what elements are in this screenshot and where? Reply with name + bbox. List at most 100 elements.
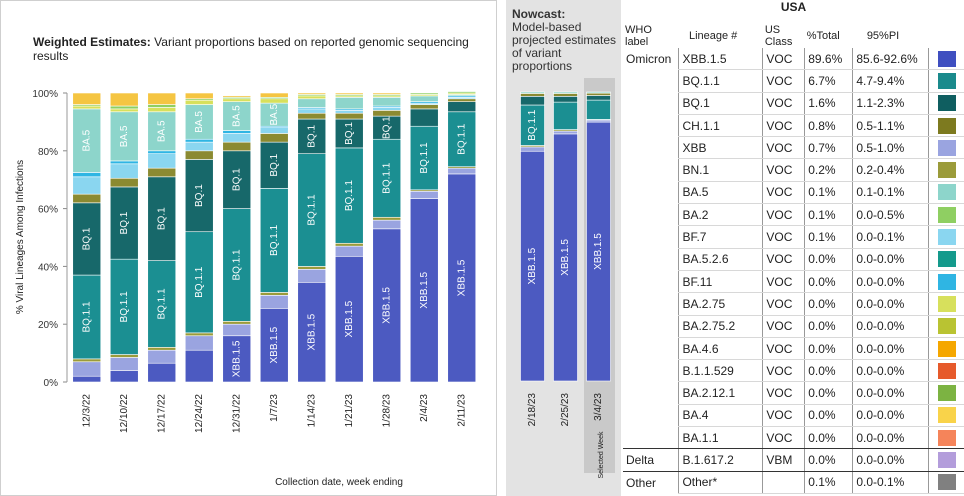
nowcast-bar-BQ.1-2: [586, 95, 611, 101]
color-swatch: [937, 229, 956, 246]
cell-swatch: [928, 359, 964, 383]
selected-week-label: Selected Week: [598, 431, 605, 478]
weighted-bar-label-BQ.1.1-1: BQ.1.1: [119, 291, 130, 323]
weighted-bar-CH.1.1-4: [222, 141, 252, 152]
weighted-bar-BQ.1-7: [334, 118, 364, 149]
cell-class: VOC: [762, 114, 805, 138]
color-swatch: [937, 318, 956, 335]
weighted-bar-CH.1.1-1: [109, 177, 139, 188]
weighted-bar-BQ.1.1-7: [334, 147, 364, 244]
weighted-x-tick-8: 1/28/23: [381, 394, 392, 428]
cell-class: VBM: [762, 448, 805, 472]
nowcast-bar-XBB.1.5-0: [520, 150, 545, 382]
weighted-bar-CH.1.1-0: [72, 193, 102, 204]
weighted-bar-label-BQ.1.1-4: BQ.1.1: [231, 249, 242, 281]
cell-class: VOC: [762, 359, 805, 383]
cell-swatch: [928, 158, 964, 182]
weighted-bar-Other-3: [184, 92, 214, 100]
cell-class: VOC: [762, 404, 805, 428]
cell-lineage: BA.2.75: [678, 292, 763, 316]
cell-class: VOC: [762, 69, 805, 93]
weighted-bar-XBB-0: [72, 361, 102, 377]
cell-who: [623, 114, 679, 136]
nowcast-title-rest: Model-based projected estimates of varia…: [512, 20, 617, 73]
cell-pi: 0.0-0.0%: [852, 448, 929, 472]
color-swatch: [937, 251, 956, 268]
cell-class: [762, 471, 805, 494]
weighted-bar-label-XBB.1.5-6: XBB.1.5: [306, 313, 317, 350]
cell-pi: 0.5-1.0%: [852, 136, 929, 160]
weighted-bar-BF.11-4: [222, 130, 252, 134]
nowcast-bar-BQ.1.1-1: [553, 101, 578, 130]
cell-total: 0.0%: [804, 404, 853, 428]
nowcast-bar-XBB-0: [520, 146, 545, 152]
cell-lineage: BA.5.2.6: [678, 248, 763, 271]
weighted-bar-BN.1-6: [297, 266, 327, 270]
cell-lineage: BA.4.6: [678, 337, 763, 361]
weighted-bar-BA.2-1: [109, 105, 139, 110]
nowcast-bar-CH.1.1-0: [520, 93, 545, 97]
nowcast-x-tick-2: 3/4/23: [593, 393, 604, 421]
weighted-bar-XBB.1.5-7: [334, 255, 364, 383]
weighted-bar-XBB.1.5-2: [147, 362, 177, 383]
cell-class: VOC: [762, 181, 805, 205]
color-swatch: [937, 362, 956, 379]
cell-lineage: XBB.1.5: [678, 48, 763, 71]
weighted-x-tick-4: 12/31/22: [231, 394, 242, 433]
weighted-bar-BQ.1-5: [259, 141, 289, 189]
cell-who: [623, 70, 679, 92]
weighted-bar-label-BA.5-1: BA.5: [119, 125, 130, 147]
weighted-bar-label-BQ.1.1-0: BQ.1.1: [81, 301, 92, 333]
cell-swatch: [928, 203, 964, 227]
cell-class: VOC: [762, 337, 805, 361]
weighted-bar-BA.2.75-1: [109, 108, 139, 113]
weighted-bar-label-BQ.1.1-7: BQ.1.1: [344, 180, 355, 212]
table-row: Delta B.1.617.2 VBM 0.0% 0.0-0.0%: [623, 448, 964, 472]
y-tick-label-4: 80%: [38, 147, 58, 158]
weighted-bar-XBB.1.5-1: [109, 370, 139, 383]
cell-total: 6.7%: [804, 69, 853, 93]
weighted-bar-label-XBB.1.5-8: XBB.1.5: [381, 287, 392, 324]
nowcast-bar-Other-1: [553, 91, 578, 94]
cell-who: [623, 226, 679, 248]
weighted-bar-label-BQ.1.1-6: BQ.1.1: [306, 194, 317, 226]
weighted-bar-label-BA.5-3: BA.5: [194, 111, 205, 133]
cell-class: VOC: [762, 225, 805, 249]
cell-who: Delta: [623, 448, 679, 472]
weighted-estimates-panel: Weighted Estimates: Variant proportions …: [0, 0, 497, 496]
weighted-bar-XBB-5: [259, 294, 289, 309]
cell-total: 0.8%: [804, 114, 853, 138]
cell-swatch: [928, 471, 964, 494]
cell-who: [623, 337, 679, 359]
weighted-bar-BF.7-5: [259, 127, 289, 134]
y-tick-label-3: 60%: [38, 205, 58, 216]
nowcast-panel: Nowcast: Model-based projected estimates…: [506, 0, 621, 496]
weighted-bar-BQ.1.1-0: [72, 274, 102, 360]
weighted-bar-BN.1-3: [184, 332, 214, 337]
nowcast-x-tick-1: 2/25/23: [560, 393, 571, 427]
cell-pi: 0.0-0.0%: [852, 270, 929, 294]
nowcast-bar-XBB-1: [553, 130, 578, 135]
cell-who: [623, 293, 679, 315]
cell-lineage: BA.2: [678, 203, 763, 227]
color-swatch: [937, 117, 956, 134]
nowcast-bar-CH.1.1-2: [586, 92, 611, 96]
cell-class: VOC: [762, 48, 805, 71]
cell-total: 0.1%: [804, 471, 853, 494]
cell-swatch: [928, 448, 964, 472]
weighted-bar-CH.1.1-7: [334, 112, 364, 120]
weighted-bar-BQ.1-6: [297, 118, 327, 154]
weighted-bar-label-XBB.1.5-9: XBB.1.5: [419, 271, 430, 308]
header-who: WHO label: [625, 24, 652, 48]
cell-who: [623, 159, 679, 181]
cell-class: VOC: [762, 136, 805, 160]
weighted-bar-XBB.1.5-9: [409, 198, 439, 383]
weighted-bar-CH.1.1-10: [447, 98, 477, 102]
nowcast-bar-CH.1.1-1: [553, 93, 578, 97]
weighted-bar-label-XBB.1.5-5: XBB.1.5: [269, 326, 280, 363]
cell-who: [623, 315, 679, 337]
cell-total: 0.7%: [804, 136, 853, 160]
cell-total: 89.6%: [804, 48, 853, 71]
chart-title: Weighted Estimates: Variant proportions …: [33, 35, 483, 63]
weighted-bar-BQ.1.1-3: [184, 231, 214, 334]
